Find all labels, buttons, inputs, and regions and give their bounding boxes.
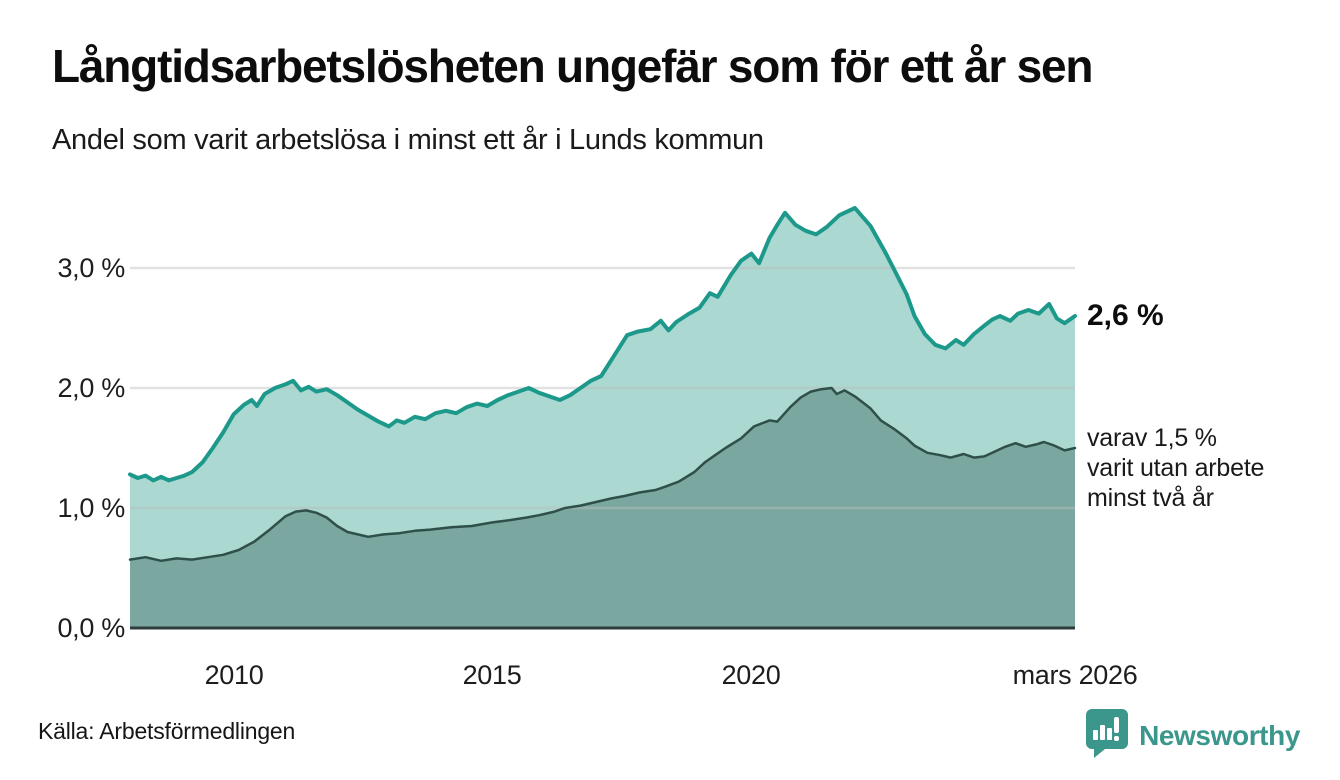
series-end-note-label: varav 1,5 % varit utan arbete minst två …: [1087, 424, 1265, 512]
series-end-value-label: 2,6 %: [1087, 299, 1164, 332]
newsworthy-brand-text: Newsworthy: [1139, 719, 1300, 751]
x-axis-tick-mars-2026: mars 2026: [1012, 660, 1138, 690]
series-line-1: [128, 386, 1077, 563]
page-title: Långtidsarbetslösheten ungefär som för e…: [52, 40, 1094, 92]
source-attribution: Källa: Arbetsförmedlingen: [38, 718, 296, 744]
newsworthy-brand: Newsworthy: [1085, 708, 1300, 763]
series-line-0: [128, 206, 1077, 483]
x-axis-tick-2010: 2010: [204, 660, 264, 690]
y-axis-tick-3pct: 3,0 %: [57, 253, 125, 283]
y-axis-tick-1pct: 1,0 %: [57, 493, 125, 523]
series-area-1: [130, 388, 1075, 628]
newsworthy-logo-icon: [1085, 708, 1129, 763]
y-axis-tick-2pct: 2,0 %: [57, 373, 125, 403]
page-subtitle: Andel som varit arbetslösa i minst ett å…: [52, 124, 764, 156]
x-axis-tick-2020: 2020: [721, 660, 781, 690]
x-axis-tick-2015: 2015: [462, 660, 522, 690]
y-axis-tick-0pct: 0,0 %: [57, 613, 125, 643]
